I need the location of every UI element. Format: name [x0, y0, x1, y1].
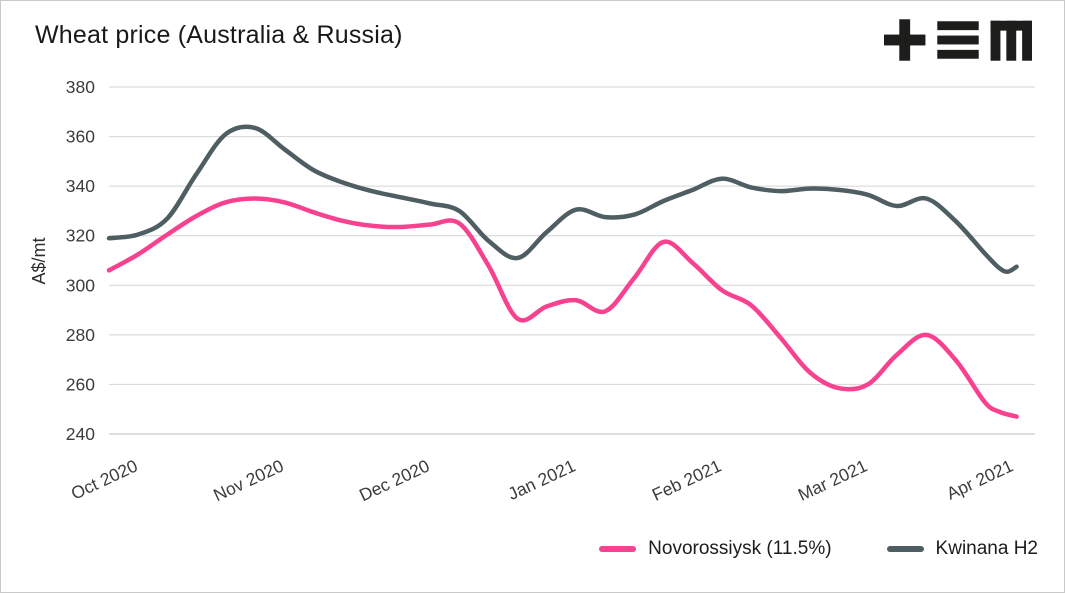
y-tick-label: 340: [66, 176, 95, 196]
m-icon: [990, 20, 1032, 61]
x-tick-label: Jan 2021: [505, 455, 579, 504]
y-tick-label: 380: [66, 77, 95, 97]
legend-item-kwinana: Kwinana H2: [886, 538, 1038, 560]
chart-title: Wheat price (Australia & Russia): [35, 21, 403, 49]
y-tick-label: 280: [66, 325, 95, 345]
x-tick-label: Apr 2021: [943, 455, 1016, 503]
x-tick-label: Mar 2021: [795, 455, 870, 504]
legend-label-kwinana: Kwinana H2: [935, 538, 1038, 559]
chart-legend: Novorossiysk (11.5%) Kwinana H2: [1, 538, 1038, 560]
x-tick-label: Dec 2020: [356, 455, 433, 505]
legend-item-novorossiysk: Novorossiysk (11.5%): [599, 538, 832, 560]
x-tick-label: Nov 2020: [210, 455, 287, 505]
three-bars-icon: [937, 21, 979, 59]
x-tick-label: Oct 2020: [68, 455, 141, 503]
plus-icon: [884, 19, 926, 61]
series-line-kwinana-h2: [106, 124, 1019, 274]
y-tick-label: 260: [66, 374, 95, 394]
y-tick-label: 320: [66, 226, 95, 246]
tem-logo-icon: [884, 19, 1032, 61]
y-tick-label: 360: [66, 127, 95, 147]
series-line-novorossiysk-11-5: [106, 196, 1019, 419]
y-tick-label: 240: [66, 424, 95, 444]
x-tick-label: Feb 2021: [649, 455, 724, 504]
legend-swatch-kwinana: [886, 546, 924, 552]
legend-swatch-novorossiysk: [599, 546, 637, 552]
legend-label-novorossiysk: Novorossiysk (11.5%): [648, 538, 832, 559]
y-tick-label: 300: [66, 275, 95, 295]
y-axis-title: A$/mt: [29, 237, 49, 284]
